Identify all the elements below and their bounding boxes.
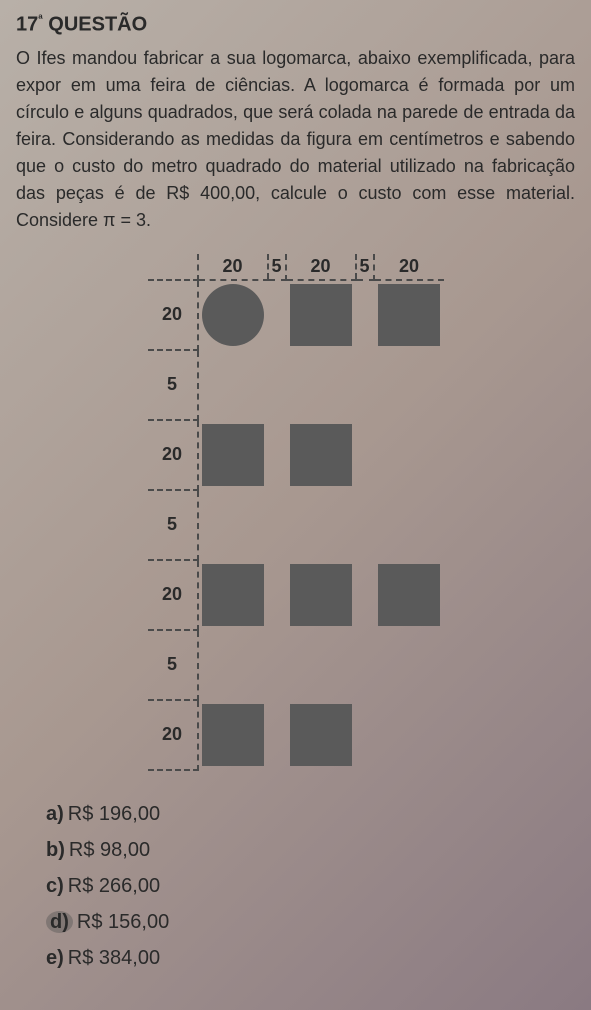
logo-square bbox=[202, 704, 264, 766]
col-label: 20 bbox=[374, 254, 444, 280]
question-number: 17 bbox=[16, 14, 38, 36]
logo-square bbox=[202, 424, 264, 486]
col-label: 5 bbox=[356, 254, 374, 280]
figure-col-labels: 20 5 20 5 20 bbox=[148, 254, 444, 280]
row-label: 5 bbox=[148, 490, 198, 560]
logo-square bbox=[378, 284, 440, 346]
figure-row: 5 bbox=[148, 630, 444, 700]
col-label: 5 bbox=[268, 254, 286, 280]
logo-square bbox=[290, 284, 352, 346]
figure-row: 20 bbox=[148, 700, 444, 770]
figure-grid: 20 5 20 5 20 20520520520 bbox=[148, 254, 444, 771]
question-header: 17ª QUESTÃO bbox=[16, 12, 575, 37]
logo-square bbox=[290, 424, 352, 486]
row-label: 20 bbox=[148, 560, 198, 630]
question-label: QUESTÃO bbox=[48, 14, 147, 36]
row-label: 5 bbox=[148, 630, 198, 700]
option-b: b)R$ 98,00 bbox=[46, 832, 575, 868]
figure-row: 5 bbox=[148, 350, 444, 420]
question-ordinal: ª bbox=[38, 12, 42, 26]
option-e: e)R$ 384,00 bbox=[46, 940, 575, 976]
figure-row: 20 bbox=[148, 420, 444, 490]
col-label: 20 bbox=[286, 254, 356, 280]
option-a: a)R$ 196,00 bbox=[46, 796, 575, 832]
row-label: 20 bbox=[148, 700, 198, 770]
row-label: 20 bbox=[148, 280, 198, 350]
row-label: 5 bbox=[148, 350, 198, 420]
logo-figure: 20 5 20 5 20 20520520520 bbox=[16, 254, 575, 771]
option-c: c)R$ 266,00 bbox=[46, 868, 575, 904]
col-label: 20 bbox=[198, 254, 268, 280]
logo-square bbox=[290, 564, 352, 626]
option-d: d)R$ 156,00 bbox=[46, 904, 575, 940]
figure-row: 20 bbox=[148, 280, 444, 350]
row-label: 20 bbox=[148, 420, 198, 490]
options-list: a)R$ 196,00 b)R$ 98,00 c)R$ 266,00 d)R$ … bbox=[46, 796, 575, 976]
logo-circle bbox=[202, 284, 264, 346]
figure-row: 20 bbox=[148, 560, 444, 630]
logo-square bbox=[378, 564, 440, 626]
logo-square bbox=[290, 704, 352, 766]
logo-square bbox=[202, 564, 264, 626]
figure-row: 5 bbox=[148, 490, 444, 560]
question-text: O Ifes mandou fabricar a sua logomarca, … bbox=[16, 45, 575, 234]
